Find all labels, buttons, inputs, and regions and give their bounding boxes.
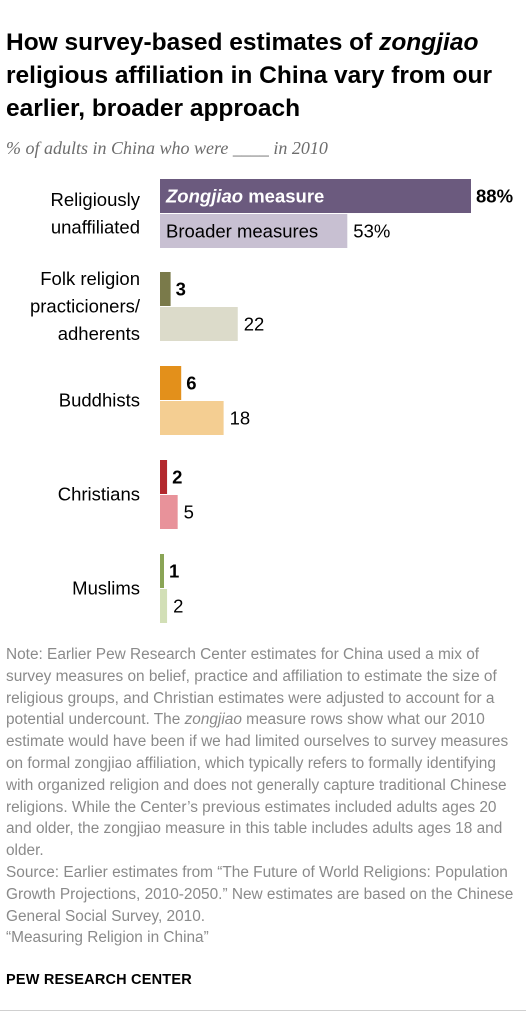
broader-bar <box>160 589 168 623</box>
category-label: Muslims <box>72 578 140 599</box>
category-label-line: Christians <box>58 484 140 505</box>
broader-series-label: Broader measures <box>166 221 318 242</box>
category-label-line: unaffiliated <box>51 216 140 237</box>
category-label-line: practicioners/ <box>30 296 141 317</box>
zongjiao-series-label: Zongjiao measure <box>165 186 324 207</box>
zongjiao-value-label: 2 <box>172 467 182 488</box>
category-label: Christians <box>58 484 140 505</box>
category-label-line: adherents <box>58 323 140 344</box>
zongjiao-value-label: 3 <box>176 279 186 300</box>
broader-bar <box>160 214 348 248</box>
bottom-divider <box>0 1010 526 1011</box>
zongjiao-bar <box>160 554 164 588</box>
series-label-rest: measure <box>243 186 324 207</box>
category-label: Religiously unaffiliated <box>51 189 141 238</box>
chart-title: How survey-based estimates of zongjiao r… <box>6 26 521 125</box>
source-text: Source: Earlier estimates from “The Futu… <box>6 863 514 925</box>
pew-logo-text: PEW RESEARCH CENTER <box>6 972 192 988</box>
category-label: Folk religion practicioners/adherents <box>30 268 141 344</box>
broader-value-label: 18 <box>230 408 251 429</box>
broader-value-label: 22 <box>244 314 265 335</box>
zongjiao-value-label: 6 <box>186 373 196 394</box>
zongjiao-bar <box>160 272 171 306</box>
category-label-line: Religiously <box>51 189 141 210</box>
zongjiao-value-label: 88% <box>476 186 513 207</box>
broader-value-label: 2 <box>173 596 183 617</box>
broader-value-label: 5 <box>184 502 194 523</box>
title-part2: religious affiliation in China vary from… <box>6 62 492 122</box>
broader-bar <box>160 401 224 435</box>
note-italic: zongjiao <box>184 711 242 729</box>
chart-subtitle: % of adults in China who were ____ in 20… <box>6 138 328 158</box>
report-title: “Measuring Religion in China” <box>6 929 209 947</box>
zongjiao-bar <box>160 179 471 213</box>
zongjiao-value-label: 1 <box>169 561 179 582</box>
category-label-line: Folk religion <box>40 268 140 289</box>
zongjiao-bar <box>160 366 182 400</box>
note-part1: Note: Earlier Pew Research Center estima… <box>6 646 497 729</box>
title-part1: How survey-based estimates of <box>6 29 380 56</box>
title-italic: zongjiao <box>379 29 479 56</box>
broader-bar <box>160 495 178 529</box>
category-label-line: Muslims <box>72 578 140 599</box>
note-text: Note: Earlier Pew Research Center estima… <box>6 644 521 949</box>
series-label-italic: Zongjiao <box>165 186 243 207</box>
broader-value-label: 53% <box>353 221 390 242</box>
broader-bar <box>160 307 238 341</box>
zongjiao-bar <box>160 460 168 494</box>
bar-chart: Religiously unaffiliated 88% Zongjiao measu… <box>30 179 513 623</box>
category-label-line: Buddhists <box>59 390 140 411</box>
category-label: Buddhists <box>59 390 140 411</box>
note-part2: measure rows show what our 2010 estimate… <box>6 711 509 860</box>
